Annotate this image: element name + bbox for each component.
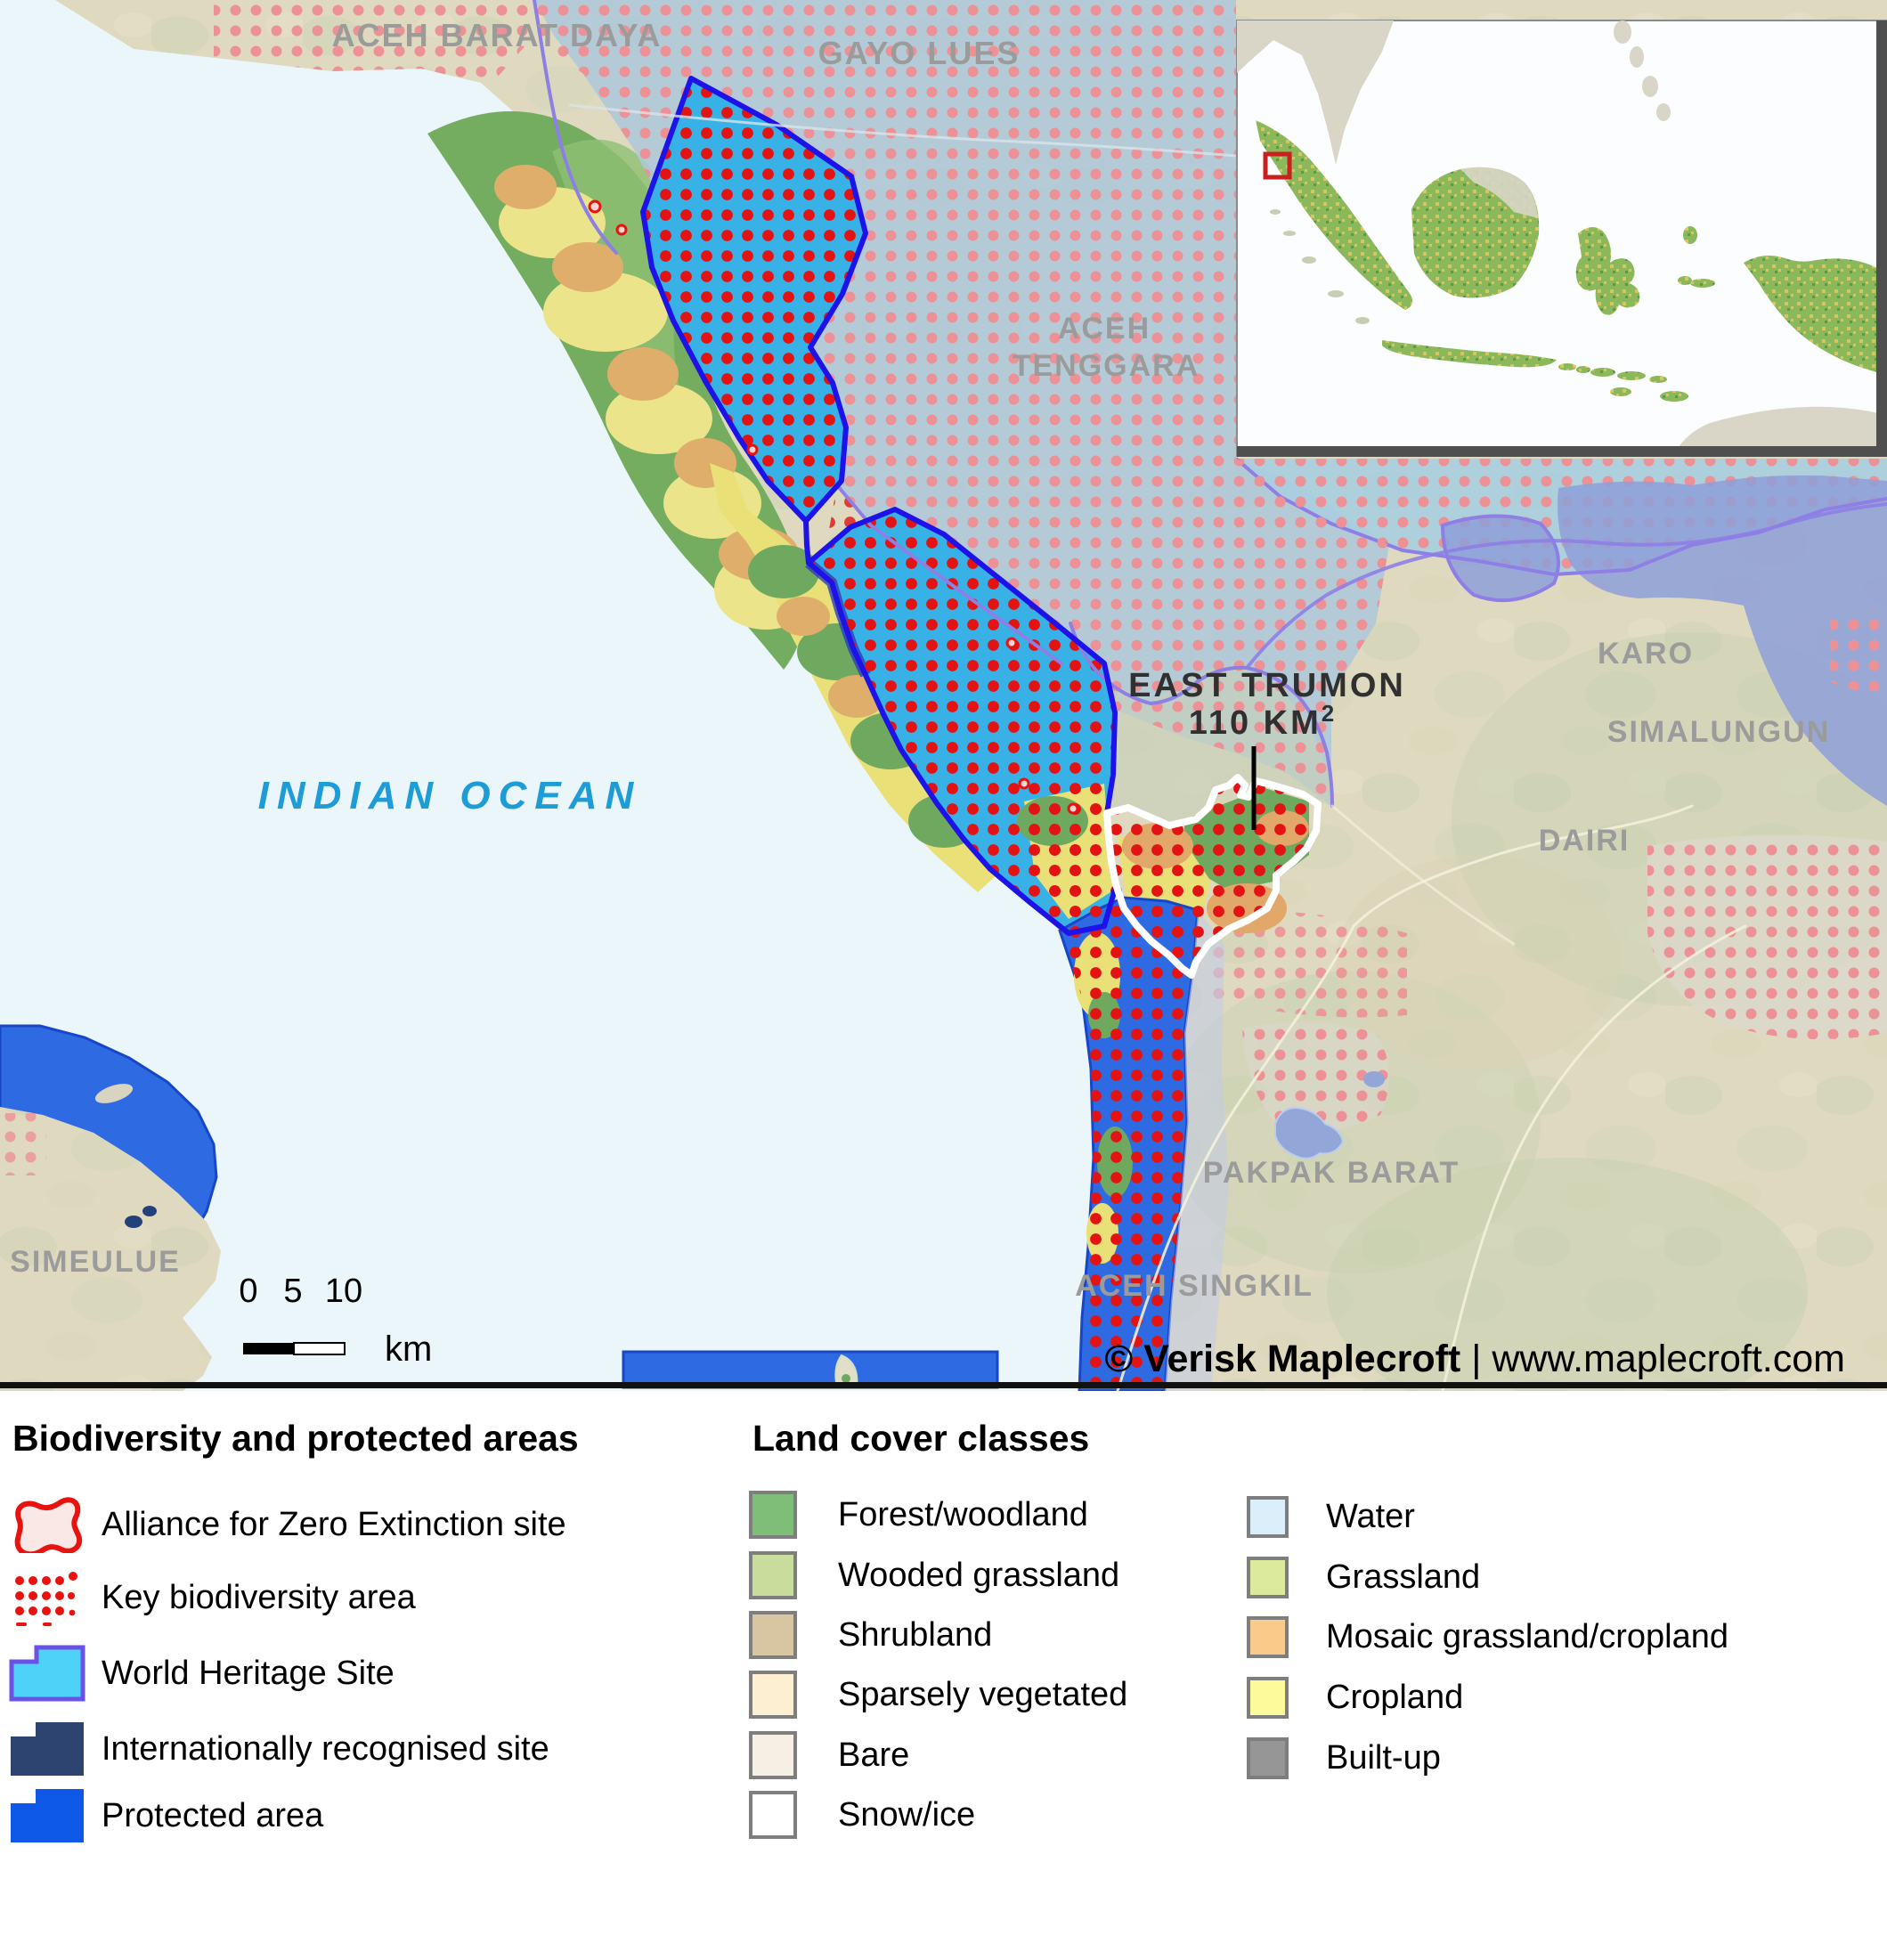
map-canvas: ACEH BARAT DAYA GAYO LUES ACEH TENGGARA …	[0, 0, 1887, 1425]
swatch	[749, 1491, 797, 1539]
east-trumon-annotation: EAST TRUMON 110 KM2	[1128, 667, 1406, 742]
east-trumon-name: EAST TRUMON	[1128, 667, 1406, 704]
legend-item-wooded-grassland: Wooded grassland	[749, 1551, 1119, 1599]
legend-item-intl: Internationally recognised site	[9, 1720, 549, 1777]
scale-tick-10: 10	[325, 1273, 362, 1310]
legend-item-sparsely-vegetated: Sparsely vegetated	[749, 1671, 1127, 1719]
scale-tick-5: 5	[283, 1273, 302, 1310]
legend-item-cropland: Cropland	[1247, 1677, 1463, 1719]
kba-patches-east	[1202, 608, 1887, 1131]
legend-label: Wooded grassland	[838, 1556, 1120, 1594]
legend-label: Grassland	[1326, 1558, 1481, 1596]
legend-item-built-up: Built-up	[1247, 1737, 1441, 1779]
kba-strong-dots	[643, 78, 1318, 1391]
aze-sites	[588, 199, 1079, 815]
inset-highlight-box	[1263, 151, 1292, 180]
legend-label: World Heritage Site	[102, 1654, 394, 1692]
legend-label: Key biodiversity area	[102, 1578, 416, 1616]
scale-tick-0: 0	[239, 1273, 257, 1310]
legend-item-protected: Protected area	[9, 1787, 323, 1844]
legend-label: Internationally recognised site	[102, 1729, 549, 1768]
label-aceh-tenggara-2: TENGGARA	[1013, 349, 1200, 383]
legend-label: Sparsely vegetated	[838, 1675, 1128, 1713]
label-simalungun: SIMALUNGUN	[1607, 715, 1830, 749]
legend-title-landcover: Land cover classes	[752, 1418, 1090, 1459]
scale-unit: km	[385, 1330, 432, 1369]
intl-recognised-icon	[11, 1722, 84, 1776]
legend-item-grassland: Grassland	[1247, 1557, 1480, 1598]
copyright: © Verisk Maplecroft | www.maplecroft.com	[1105, 1338, 1845, 1380]
label-aceh-singkil: ACEH SINGKIL	[1075, 1269, 1314, 1303]
legend-item-snow-ice: Snow/ice	[749, 1791, 975, 1839]
legend-label: Forest/woodland	[838, 1495, 1088, 1533]
legend: Biodiversity and protected areas Allianc…	[0, 1391, 1887, 1960]
inset-map	[1236, 20, 1887, 457]
legend-label: Shrubland	[838, 1615, 993, 1654]
legend-label: Water	[1326, 1498, 1415, 1535]
swatch	[749, 1671, 797, 1719]
label-indian-ocean: INDIAN OCEAN	[258, 774, 642, 817]
label-aceh-tenggara-1: ACEH	[1058, 312, 1151, 346]
map-svg: ACEH BARAT DAYA GAYO LUES ACEH TENGGARA …	[0, 0, 1887, 1425]
swatch	[749, 1551, 797, 1599]
northeast-sites	[1234, 457, 1887, 806]
legend-item-aze: Alliance for Zero Extinction site	[9, 1496, 566, 1553]
legend-label: Snow/ice	[838, 1795, 976, 1834]
legend-label: Bare	[838, 1736, 910, 1774]
region-labels: ACEH BARAT DAYA GAYO LUES ACEH TENGGARA …	[10, 17, 1830, 1303]
swatch	[749, 1731, 797, 1779]
legend-item-whs: World Heritage Site	[9, 1645, 394, 1702]
legend-item-forest: Forest/woodland	[749, 1491, 1088, 1539]
legend-item-shrubland: Shrubland	[749, 1611, 992, 1659]
swatch	[1247, 1737, 1289, 1779]
label-dairi: DAIRI	[1539, 824, 1631, 858]
swatch	[749, 1791, 797, 1839]
label-pakpak-barat: PAKPAK BARAT	[1203, 1156, 1460, 1190]
world-heritage-icon	[9, 1645, 85, 1702]
legend-label: Alliance for Zero Extinction site	[102, 1505, 566, 1543]
legend-item-bare: Bare	[749, 1731, 909, 1779]
legend-label: Mosaic grassland/cropland	[1326, 1618, 1729, 1655]
scale-bar: 0 5 10 km	[239, 1273, 432, 1369]
legend-item-kba: Key biodiversity area	[9, 1569, 416, 1626]
legend-label: Cropland	[1326, 1679, 1464, 1716]
legend-title-biodiversity: Biodiversity and protected areas	[12, 1418, 579, 1459]
boundaries	[533, 0, 1887, 1393]
label-simeulue: SIMEULUE	[10, 1245, 181, 1279]
kba-dots-icon	[15, 1572, 77, 1626]
map-bottom-border	[0, 1382, 1887, 1388]
simeulue-island	[0, 1024, 221, 1391]
lakes	[1274, 1071, 1385, 1159]
swatch	[1247, 1616, 1289, 1658]
label-aceh-barat-daya: ACEH BARAT DAYA	[332, 17, 663, 53]
label-gayo-lues: GAYO LUES	[818, 35, 1021, 71]
swatch	[749, 1611, 797, 1659]
east-trumon-outline	[1103, 774, 1322, 979]
protected-area-icon	[11, 1789, 84, 1842]
legend-item-mosaic: Mosaic grassland/cropland	[1247, 1616, 1728, 1658]
legend-item-water: Water	[1247, 1496, 1415, 1538]
label-karo: KARO	[1598, 637, 1694, 671]
aze-site-icon	[14, 1497, 83, 1553]
east-trumon-area: 110 KM2	[1189, 700, 1337, 742]
legend-label: Built-up	[1326, 1739, 1441, 1777]
swatch	[1247, 1557, 1289, 1598]
swatch	[1247, 1677, 1289, 1719]
legend-label: Protected area	[102, 1796, 324, 1834]
swatch	[1247, 1496, 1289, 1538]
